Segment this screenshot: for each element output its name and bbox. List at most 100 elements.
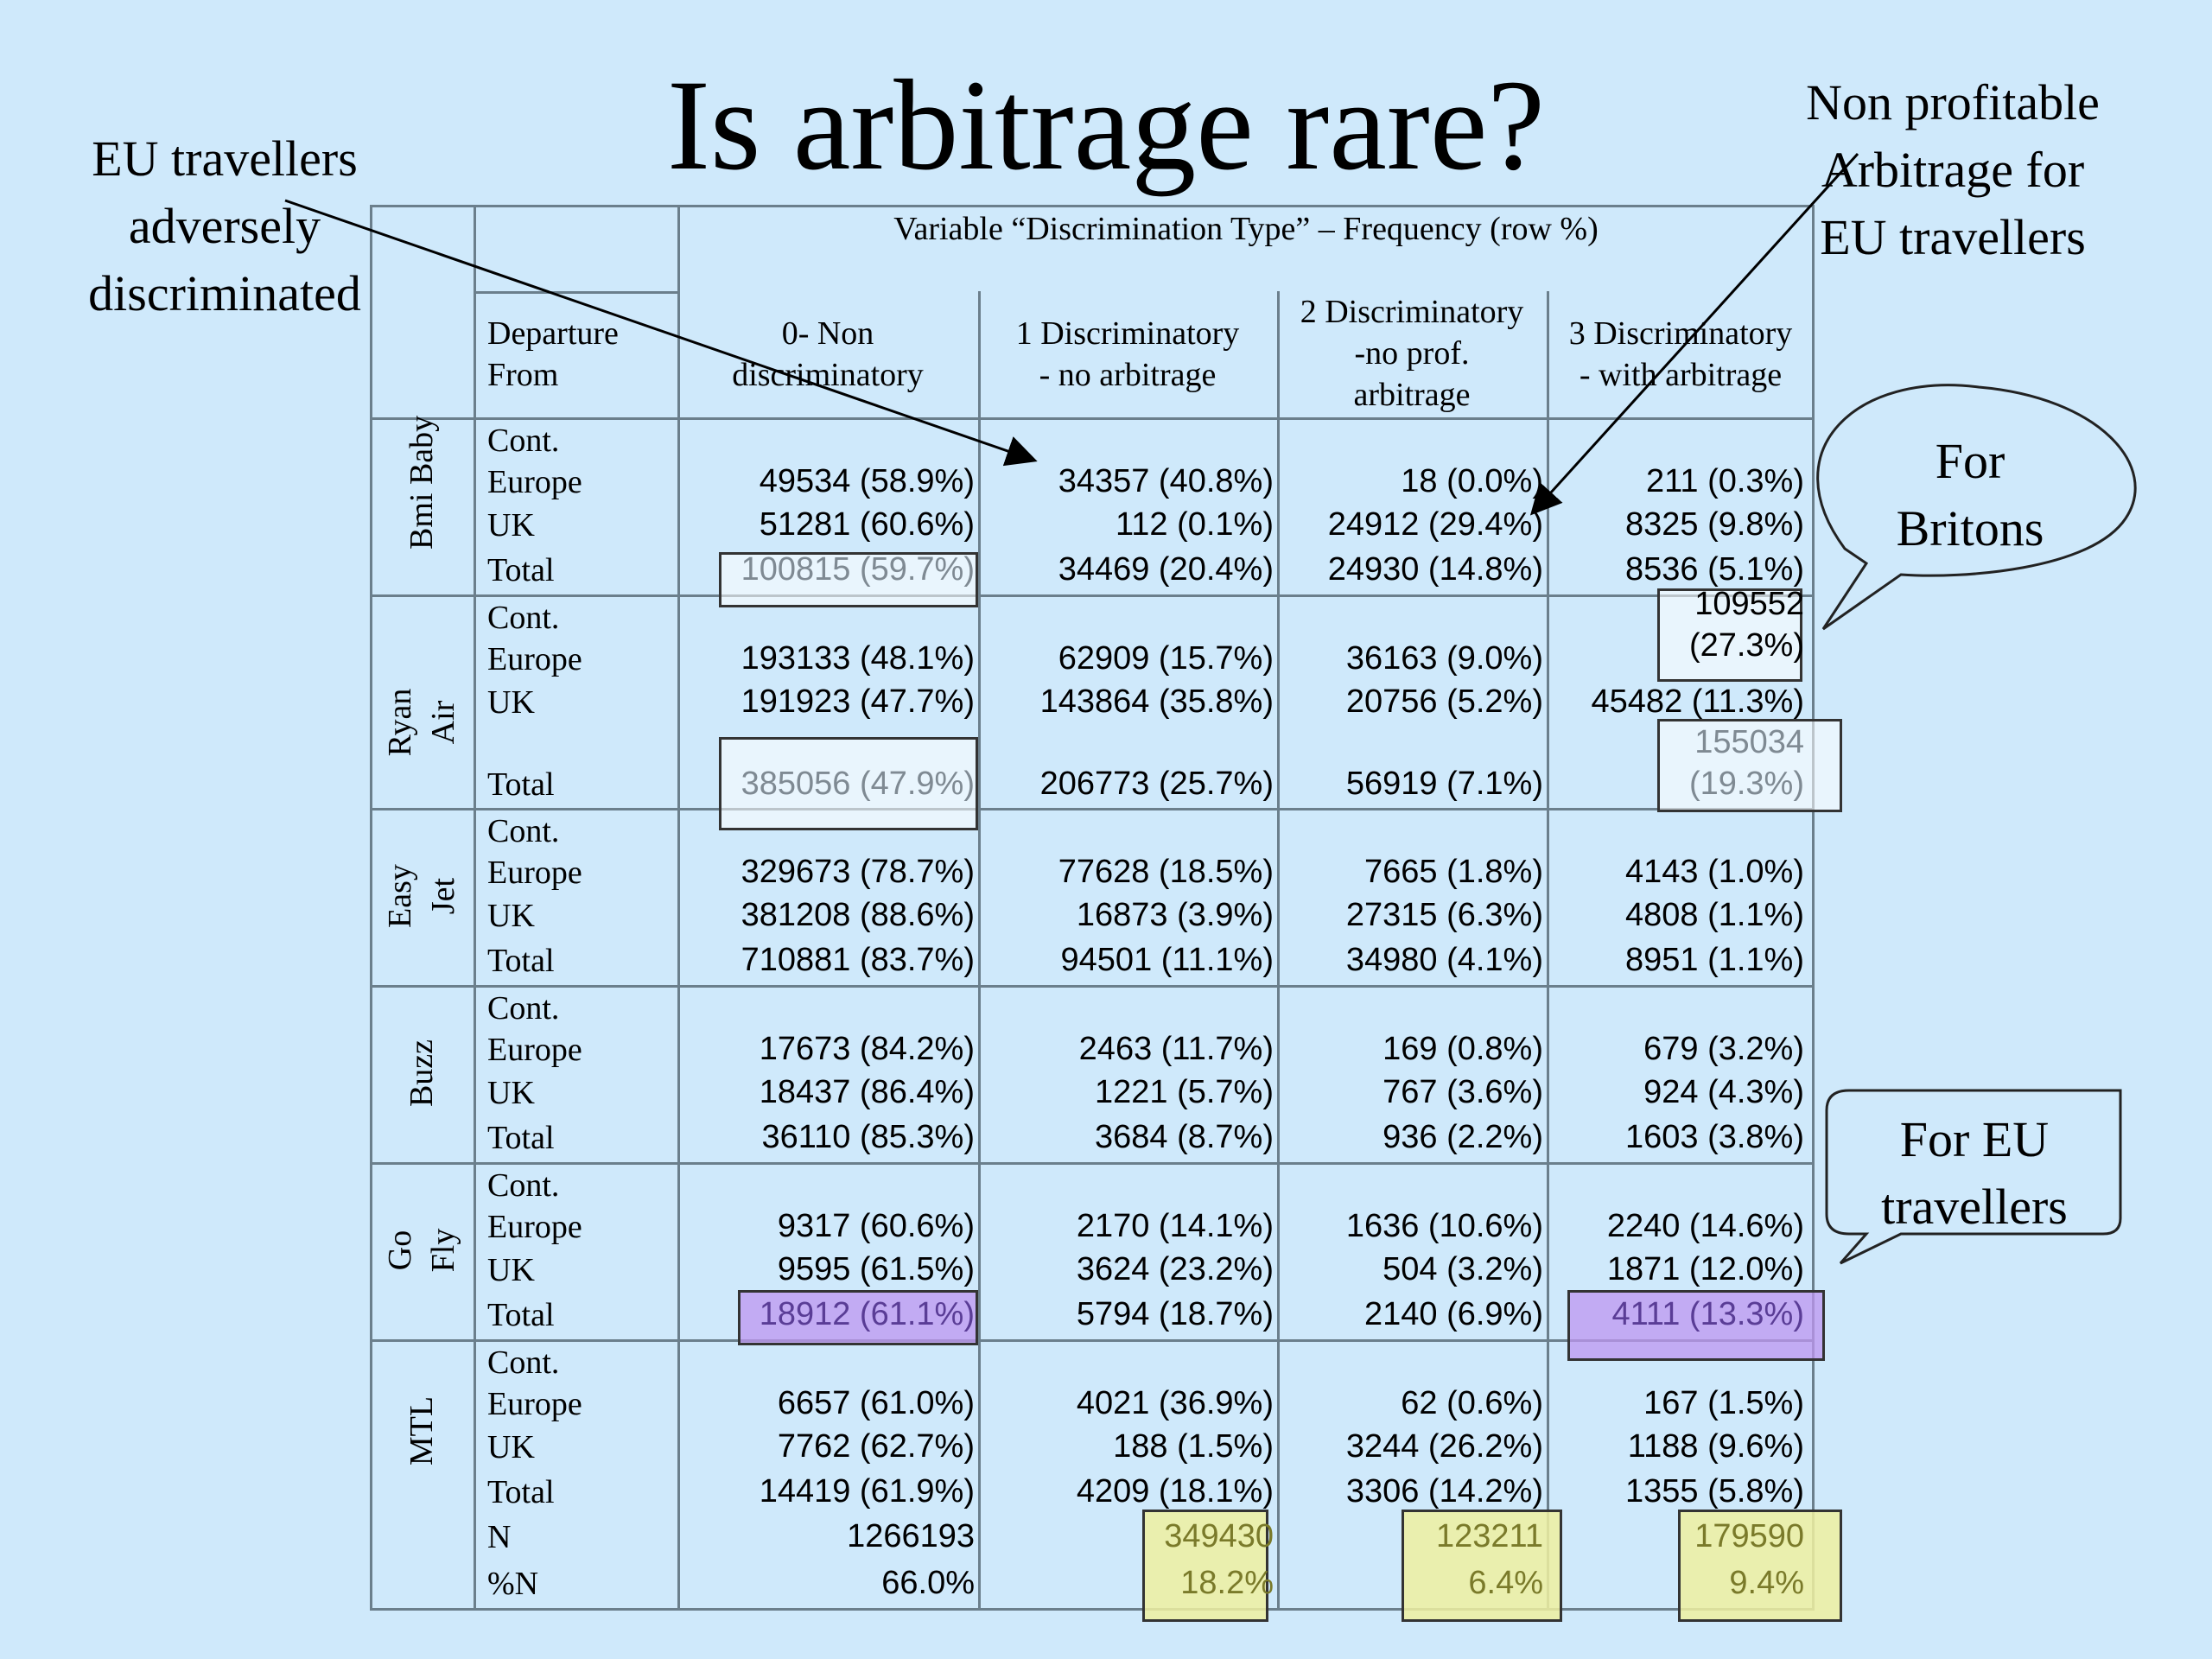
table-cell: 18912 (61.1%) xyxy=(759,1296,975,1332)
table-cell: 4808 (1.1%) xyxy=(1624,897,1804,933)
row-label-europe: Europe xyxy=(487,1386,582,1422)
table-cell: 9317 (60.6%) xyxy=(777,1208,975,1244)
grid-line xyxy=(474,205,476,1611)
row-label-total: Total xyxy=(487,943,555,979)
table-cell: 62909 (15.7%) xyxy=(1058,640,1274,677)
table-cell: 924 (4.3%) xyxy=(1643,1074,1804,1110)
row-label-cont: Cont. xyxy=(487,600,560,636)
table-cell: 24912 (29.4%) xyxy=(1327,506,1543,543)
row-label-uk: UK xyxy=(487,684,535,721)
grid-line xyxy=(370,205,372,1611)
table-cell: 34980 (4.1%) xyxy=(1345,942,1543,978)
eu-adverse-annotation: EU travellers adversely discriminated xyxy=(52,125,397,327)
table-cell: 9.4% xyxy=(1729,1565,1804,1601)
row-label-total: Total xyxy=(487,552,555,588)
grid-line xyxy=(370,594,1815,597)
table-cell: 4209 (18.1%) xyxy=(1076,1473,1274,1510)
column-header-1: 1 Discriminatory - no arbitrage xyxy=(978,313,1277,396)
header-line: 1 Discriminatory xyxy=(1015,315,1240,352)
table-cell: 49534 (58.9%) xyxy=(759,463,975,499)
header-line: 0- Non xyxy=(781,315,874,352)
table-cell: 211 (0.3%) xyxy=(1645,463,1804,499)
row-label-total: Total xyxy=(487,1474,555,1510)
grid-line xyxy=(370,1162,1815,1165)
table-cell: 34357 (40.8%) xyxy=(1058,463,1274,499)
grid-line xyxy=(677,205,680,1611)
table-cell: 100815 (59.7%) xyxy=(741,551,975,588)
table-cell: 1636 (10.6%) xyxy=(1345,1208,1543,1244)
annotation-line: For xyxy=(1935,433,2005,489)
row-label-cont: Cont. xyxy=(487,1344,560,1381)
table-cell: 8951 (1.1%) xyxy=(1624,942,1804,978)
header-line: discriminatory xyxy=(732,357,924,393)
row-label-uk: UK xyxy=(487,1075,535,1111)
table-cell: 14419 (61.9%) xyxy=(759,1473,975,1510)
table-cell: 193133 (48.1%) xyxy=(741,640,975,677)
balloon-britons xyxy=(1816,384,2137,631)
row-label-europe: Europe xyxy=(487,1209,582,1245)
annotation-line: discriminated xyxy=(88,265,361,321)
grid-line xyxy=(978,291,981,1611)
annotation-line: adversely xyxy=(128,198,321,254)
row-label-uk: UK xyxy=(487,507,535,543)
row-label-total: Total xyxy=(487,1297,555,1333)
table-cell: 112 (0.1%) xyxy=(1115,506,1274,543)
table-cell: 6.4% xyxy=(1468,1565,1543,1601)
table-cell: 1355 (5.8%) xyxy=(1624,1473,1804,1510)
table-cell: 767 (3.6%) xyxy=(1382,1074,1543,1110)
table-cell: 710881 (83.7%) xyxy=(741,942,975,978)
table-cell: 504 (3.2%) xyxy=(1382,1251,1543,1287)
grid-line xyxy=(370,417,1815,420)
table-cell: 329673 (78.7%) xyxy=(741,854,975,890)
table-header-title: Variable “Discrimination Type” – Frequen… xyxy=(893,211,1599,247)
table-cell: 18437 (86.4%) xyxy=(759,1074,975,1110)
table-cell: 17673 (84.2%) xyxy=(759,1031,975,1067)
non-profitable-annotation: Non profitable Arbitrage for EU travelle… xyxy=(1780,69,2126,271)
header-line: - no arbitrage xyxy=(1039,357,1217,393)
row-label-n: N xyxy=(487,1519,512,1555)
table-cell: 3306 (14.2%) xyxy=(1345,1473,1543,1510)
table-cell: (19.3%) xyxy=(1688,766,1804,802)
table-cell: 188 (1.5%) xyxy=(1113,1428,1274,1465)
table-cell: 24930 (14.8%) xyxy=(1327,551,1543,588)
table-cell: 3684 (8.7%) xyxy=(1094,1119,1274,1155)
table-cell: 4111 (13.3%) xyxy=(1611,1296,1804,1332)
row-label-europe: Europe xyxy=(487,641,582,677)
highlight-box xyxy=(1657,719,1842,812)
grid-line xyxy=(370,1608,1815,1611)
row-label-uk: UK xyxy=(487,1252,535,1288)
table-cell: 45482 (11.3%) xyxy=(1591,683,1804,720)
table-cell: 56919 (7.1%) xyxy=(1345,766,1543,802)
arrow-non-profitable xyxy=(1529,152,1859,516)
highlight-box xyxy=(719,737,978,830)
grid-line xyxy=(474,291,677,294)
header-line: Departure xyxy=(487,315,619,352)
departure-header: Departure From xyxy=(487,313,619,396)
row-label-cont: Cont. xyxy=(487,1167,560,1204)
header-line: - with arbitrage xyxy=(1579,357,1783,393)
row-label-cont: Cont. xyxy=(487,990,560,1027)
table-cell: 191923 (47.7%) xyxy=(741,683,975,720)
slide-title: Is arbitrage rare? xyxy=(667,54,1545,197)
header-line: From xyxy=(487,357,559,393)
row-label-europe: Europe xyxy=(487,855,582,891)
table-cell: 2240 (14.6%) xyxy=(1606,1208,1804,1244)
header-line: 3 Discriminatory xyxy=(1568,315,1793,352)
for-eu-travellers-annotation: For EU travellers xyxy=(1832,1106,2117,1241)
table-cell: 2463 (11.7%) xyxy=(1078,1031,1274,1067)
row-label-uk: UK xyxy=(487,1429,535,1465)
arrow-eu-adverse xyxy=(284,199,1038,467)
header-line: arbitrage xyxy=(1353,377,1471,413)
table-cell: 20756 (5.2%) xyxy=(1345,683,1543,720)
highlight-box xyxy=(1402,1510,1562,1622)
table-cell: 349430 xyxy=(1164,1518,1274,1554)
table-cell: 27315 (6.3%) xyxy=(1345,897,1543,933)
table-cell: 18 (0.0%) xyxy=(1401,463,1543,499)
column-header-3: 3 Discriminatory - with arbitrage xyxy=(1547,313,1815,396)
highlight-box xyxy=(738,1290,978,1345)
table-cell: 3624 (23.2%) xyxy=(1076,1251,1274,1287)
table-cell: 385056 (47.9%) xyxy=(741,766,975,802)
table-cell: 679 (3.2%) xyxy=(1643,1031,1804,1067)
column-header-0: 0- Non discriminatory xyxy=(677,313,978,396)
annotation-line: travellers xyxy=(1881,1179,2068,1235)
